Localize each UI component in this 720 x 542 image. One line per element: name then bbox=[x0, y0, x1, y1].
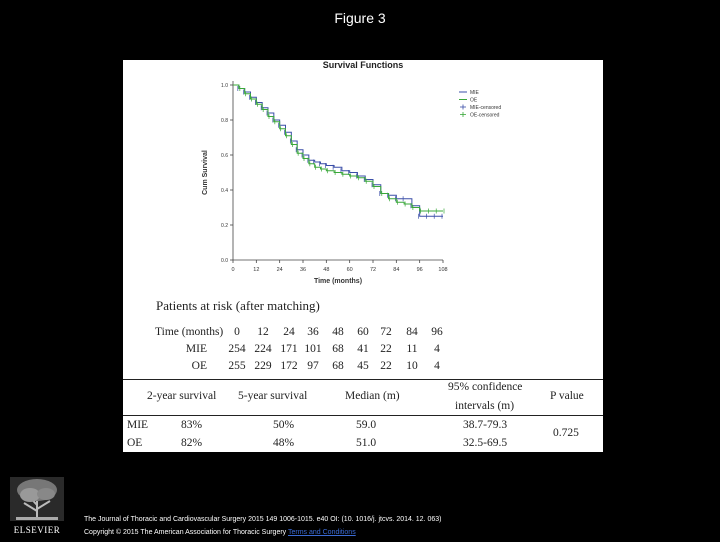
risk-cell: 224 bbox=[254, 343, 272, 355]
summary-cell: 32.5-69.5 bbox=[463, 437, 508, 449]
table-top-rule bbox=[123, 379, 603, 380]
summary-cell: 82% bbox=[181, 437, 203, 449]
elsevier-logo: ELSEVIER bbox=[4, 475, 70, 537]
p-value: 0.725 bbox=[553, 427, 579, 439]
risk-row-oe: OE 255 229 172 97 68 45 22 10 4 bbox=[123, 360, 603, 376]
legend-label: MIE bbox=[470, 90, 480, 96]
y-tick-label: 0.0 bbox=[221, 258, 228, 264]
publisher-name: ELSEVIER bbox=[13, 525, 61, 535]
risk-cell: 10 bbox=[406, 360, 418, 372]
risk-row-label: MIE bbox=[185, 343, 207, 355]
y-tick-label: 0.4 bbox=[221, 188, 228, 194]
risk-cell: 172 bbox=[280, 360, 298, 372]
legend-label: MIE-censored bbox=[470, 105, 501, 111]
y-tick-label: 0.6 bbox=[221, 153, 228, 159]
summary-cell: 59.0 bbox=[356, 419, 377, 431]
chart-title: Survival Functions bbox=[322, 60, 404, 70]
col-five-year: 5-year survival bbox=[238, 390, 308, 402]
risk-cell: 11 bbox=[406, 343, 418, 355]
x-tick-label: 24 bbox=[277, 267, 283, 273]
summary-row-label: MIE bbox=[127, 419, 149, 431]
table-header-rule bbox=[123, 415, 603, 416]
col-two-year: 2-year survival bbox=[147, 390, 217, 402]
summary-cell: 38.7-79.3 bbox=[463, 419, 508, 431]
x-tick-label: 60 bbox=[347, 267, 353, 273]
x-tick-label: 36 bbox=[300, 267, 306, 273]
risk-cell: 45 bbox=[357, 360, 369, 372]
risk-cell: 4 bbox=[434, 343, 440, 355]
citation-text: The Journal of Thoracic and Cardiovascul… bbox=[84, 516, 442, 523]
figure-title: Figure 3 bbox=[334, 10, 386, 26]
x-axis-label: Time (months) bbox=[314, 278, 362, 285]
y-tick-label: 1.0 bbox=[221, 83, 228, 89]
risk-time-cell: 96 bbox=[431, 326, 443, 338]
summary-cell: 50% bbox=[273, 419, 295, 431]
legend-label: OE-censored bbox=[470, 113, 500, 119]
risk-time-cell: 12 bbox=[257, 326, 269, 338]
terms-link[interactable]: Terms and Conditions bbox=[288, 529, 356, 536]
copyright-line: Copyright © 2015 The American Associatio… bbox=[84, 529, 356, 536]
y-tick-label: 0.8 bbox=[221, 118, 228, 124]
risk-time-cell: 48 bbox=[332, 326, 344, 338]
risk-time-cell: 72 bbox=[380, 326, 392, 338]
risk-cell: 254 bbox=[228, 343, 246, 355]
survival-chart: 0.0 0.2 0.4 0.6 0.8 1.0 0 12 24 36 48 60 72 84 96 108 Ti… bbox=[202, 81, 501, 285]
risk-time-cell: 36 bbox=[307, 326, 319, 338]
risk-time-cell: 60 bbox=[357, 326, 369, 338]
col-ci-line1: 95% confidence bbox=[448, 381, 523, 393]
copyright-text: Copyright © 2015 The American Associatio… bbox=[84, 529, 287, 536]
risk-table-header: Patients at risk (after matching) bbox=[156, 298, 320, 313]
risk-cell: 41 bbox=[357, 343, 369, 355]
risk-cell: 4 bbox=[434, 360, 440, 372]
x-tick-label: 72 bbox=[370, 267, 376, 273]
summary-cell: 51.0 bbox=[356, 437, 377, 449]
risk-time-row: Time (months) 0 12 24 36 48 60 72 84 96 bbox=[123, 326, 603, 342]
y-axis-label: Cum Survival bbox=[202, 150, 209, 195]
figure-panel: Survival Functions 0.0 0.2 0.4 0.6 0.8 1.0 0 12… bbox=[123, 60, 603, 452]
risk-row-label: OE bbox=[191, 360, 207, 372]
y-tick-label: 0.2 bbox=[221, 223, 228, 229]
summary-row-label: OE bbox=[127, 437, 143, 449]
x-tick-label: 108 bbox=[438, 267, 447, 273]
x-tick-label: 96 bbox=[417, 267, 423, 273]
col-median: Median (m) bbox=[345, 390, 400, 402]
risk-cell: 22 bbox=[380, 343, 392, 355]
x-tick-label: 48 bbox=[323, 267, 329, 273]
col-p-value: P value bbox=[550, 390, 584, 402]
risk-cell: 255 bbox=[228, 360, 246, 372]
survival-curve-mie bbox=[233, 84, 443, 217]
risk-cell: 171 bbox=[280, 343, 298, 355]
risk-cell: 101 bbox=[304, 343, 322, 355]
x-tick-label: 12 bbox=[253, 267, 259, 273]
summary-cell: 48% bbox=[273, 437, 295, 449]
summary-table: 2-year survival 5-year survival Median (… bbox=[123, 379, 603, 452]
legend-label: OE bbox=[470, 98, 478, 104]
risk-time-cell: 0 bbox=[234, 326, 240, 338]
risk-cell: 68 bbox=[332, 343, 344, 355]
risk-cell: 97 bbox=[307, 360, 319, 372]
risk-cell: 68 bbox=[332, 360, 344, 372]
risk-row-mie: MIE 254 224 171 101 68 41 22 11 4 bbox=[123, 343, 603, 359]
risk-time-cell: 84 bbox=[406, 326, 418, 338]
x-tick-label: 0 bbox=[231, 267, 234, 273]
risk-cell: 229 bbox=[254, 360, 272, 372]
summary-cell: 83% bbox=[181, 419, 203, 431]
x-tick-label: 84 bbox=[393, 267, 399, 273]
survival-curve-oe bbox=[233, 84, 443, 212]
col-ci-line2: intervals (m) bbox=[455, 400, 515, 412]
risk-time-label: Time (months) bbox=[155, 326, 224, 338]
risk-time-cell: 24 bbox=[283, 326, 295, 338]
risk-cell: 22 bbox=[380, 360, 392, 372]
